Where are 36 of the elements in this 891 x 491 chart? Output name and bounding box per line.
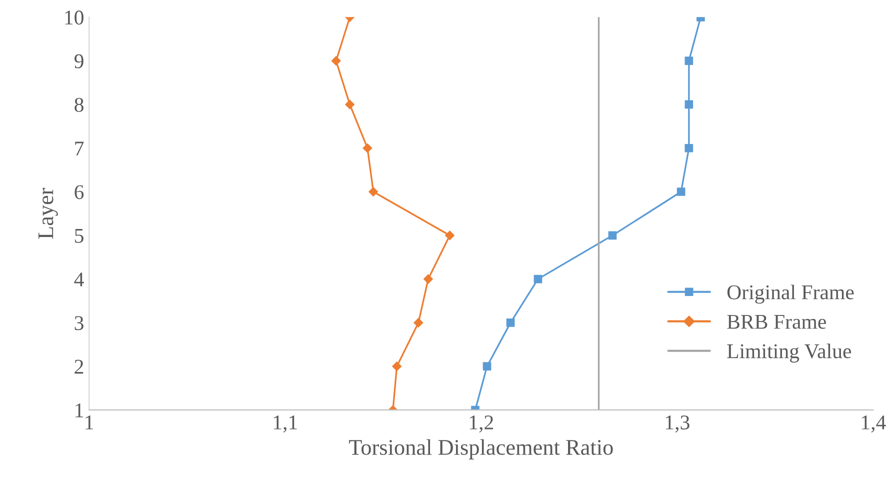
point [676,188,686,196]
point [345,100,354,110]
y-tick-label: 9 [74,54,84,68]
y-tick-label: 1 [76,403,83,418]
y-tick-label: 7 [75,142,84,156]
point [482,362,492,371]
point [608,231,617,240]
x-tick-label: 1,2 [470,416,494,433]
y-tick-label: 6 [74,185,84,200]
point [368,187,378,196]
point [392,362,402,371]
point [414,318,424,328]
point [684,100,694,109]
point [684,56,694,65]
x-tick-label: 1,1 [274,416,297,433]
x-tick-label: 1 [86,416,94,430]
point [424,274,433,284]
y-tick-label: 3 [74,316,84,330]
y-tick-label: 10 [65,10,84,25]
point [362,143,372,153]
legend-label: BRB Frame [727,315,826,329]
y-tick-label: 4 [74,272,84,286]
legend-label: Original Frame [727,284,854,304]
point [445,230,454,240]
x-axis-title: Torsional Displacement Ratio [349,439,613,460]
point [331,56,341,66]
y-tick-label: 8 [74,98,84,112]
x-tick-label: 1,3 [666,416,690,433]
legend-label: Limiting Value [727,344,852,363]
y-tick-label: 5 [75,228,84,243]
y-axis-title: Layer [38,188,58,239]
point [534,274,542,284]
point [684,144,694,152]
point [506,318,515,327]
y-tick-label: 2 [74,360,84,374]
x-tick-label: 1,4 [862,416,886,433]
